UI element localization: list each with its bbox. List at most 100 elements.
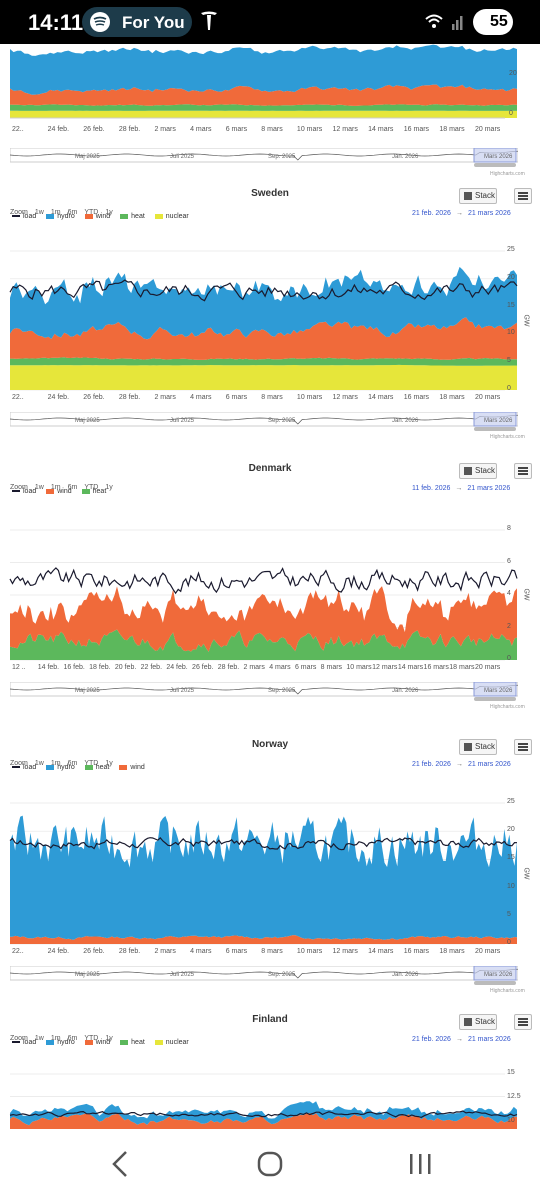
stack-label: Stack [475, 466, 496, 475]
legend-item-hydro[interactable]: hydro [46, 213, 75, 220]
zoom-option-1y[interactable]: 1y [105, 484, 113, 491]
x-tick-label: 14 mars [368, 948, 394, 955]
zoom-option-ytd[interactable]: YTD [84, 484, 99, 491]
legend-item-wind[interactable]: wind [119, 764, 145, 771]
legend-label: hydro [57, 1039, 75, 1046]
x-tick-label: 8 mars [261, 394, 283, 401]
zoom-option-1m[interactable]: 1m [50, 209, 61, 216]
legend-item-heat[interactable]: heat [120, 213, 145, 220]
x-tick-label: 28 feb. [118, 948, 141, 955]
zoom-option-1w[interactable]: 1w [34, 209, 44, 216]
finland-chart: Finland Stack Zoom 1w 1m 6m YTD 1y load hydro wind… [0, 1011, 540, 1129]
hamburger-line [518, 470, 528, 472]
zoom-option-ytd[interactable]: YTD [84, 209, 99, 216]
stack-toggle-button[interactable]: Stack [459, 739, 497, 755]
zoom-label: Zoom [10, 760, 28, 767]
denmark-navigator[interactable]: Maj 2025 Juli 2025 Sep. 2025 Jan. 2026 Mars … [9, 681, 519, 702]
zoom-option-1w[interactable]: 1w [34, 760, 44, 767]
y-tick-label: 6 [507, 557, 511, 565]
stack-toggle-button[interactable]: Stack [459, 1014, 497, 1030]
x-tick-label: 6 mars [225, 394, 248, 401]
navigator-track[interactable] [9, 411, 519, 432]
navigator-label: Jan. 2026 [392, 972, 419, 978]
zoom-option-6m[interactable]: 6m [67, 760, 78, 767]
legend-item-load[interactable]: load [12, 213, 36, 220]
norway-navigator[interactable]: Maj 2025 Juli 2025 Sep. 2025 Jan. 2026 Mars … [9, 965, 519, 986]
load-line [9, 567, 518, 595]
zoom-selector: Zoom 1w 1m 6m YTD 1y [10, 484, 120, 491]
navigator-label: Mars 2026 [484, 418, 513, 424]
y-tick-label: 10 [507, 329, 515, 337]
y-axis-unit: GW [522, 313, 530, 327]
legend-item-hydro[interactable]: hydro [46, 1039, 75, 1046]
legend-item-hydro[interactable]: hydro [46, 764, 75, 771]
navigator-track[interactable] [9, 681, 519, 702]
media-pill[interactable]: For You [82, 7, 192, 37]
legend-item-heat[interactable]: heat [81, 488, 106, 495]
legend-item-wind[interactable]: wind [84, 1039, 110, 1046]
zoom-option-1m[interactable]: 1m [50, 760, 61, 767]
navigator-label: Maj 2025 [75, 418, 100, 424]
legend-item-load[interactable]: load [12, 1039, 36, 1046]
legend-item-wind[interactable]: wind [46, 488, 72, 495]
chart-menu-button[interactable] [514, 463, 532, 479]
legend-item-nuclear[interactable]: nuclear [154, 1039, 189, 1046]
legend-item-wind[interactable]: wind [84, 213, 110, 220]
zoom-option-1w[interactable]: 1w [34, 1035, 44, 1042]
zoom-option-6m[interactable]: 6m [67, 209, 78, 216]
top-chart-navigator[interactable]: Maj 2025 Juli 2025 Sep. 2025 Jan. 2026 Mars … [9, 147, 519, 168]
home-icon[interactable] [256, 1150, 284, 1178]
stack-toggle-button[interactable]: Stack [459, 463, 497, 479]
zoom-option-6m[interactable]: 6m [67, 1035, 78, 1042]
sweden-navigator[interactable]: Maj 2025 Juli 2025 Sep. 2025 Jan. 2026 Mars … [9, 411, 519, 432]
legend-swatch [119, 764, 128, 770]
legend-swatch [81, 488, 90, 494]
zoom-option-1m[interactable]: 1m [50, 1035, 61, 1042]
chart-legend: load hydro wind heat nuclear [12, 213, 199, 220]
x-tick-label: 18 mars [439, 948, 465, 955]
denmark-chart: Denmark Stack Zoom 1w 1m 6m YTD 1y load wind heat 1… [0, 460, 540, 735]
y-tick-label: 10 [507, 882, 515, 890]
zoom-option-ytd[interactable]: YTD [84, 760, 99, 767]
x-tick-label: 22 feb. [140, 664, 163, 671]
date-range: 11 feb. 2026 → 21 mars 2026 [412, 485, 510, 492]
legend-item-nuclear[interactable]: nuclear [154, 213, 189, 220]
zoom-option-ytd[interactable]: YTD [84, 1035, 99, 1042]
legend-item-load[interactable]: load [12, 764, 36, 771]
stack-toggle-button[interactable]: Stack [459, 188, 497, 204]
legend-label: hydro [57, 764, 75, 771]
highcharts-credits: Highcharts.com [490, 988, 525, 994]
chart-menu-button[interactable] [514, 739, 532, 755]
chart-menu-button[interactable] [514, 188, 532, 204]
navigator-label: Jan. 2026 [392, 154, 419, 160]
zoom-option-1y[interactable]: 1y [105, 760, 113, 767]
zoom-option-1y[interactable]: 1y [105, 1035, 113, 1042]
x-tick-label: 4 mars [190, 126, 212, 133]
heat-area [10, 357, 517, 366]
x-tick-label: 22.. [12, 948, 24, 955]
zoom-option-6m[interactable]: 6m [67, 484, 78, 491]
x-tick-label: 16 feb. [63, 664, 85, 671]
wind-area [10, 1113, 517, 1129]
zoom-option-1m[interactable]: 1m [50, 484, 61, 491]
date-from: 11 feb. 2026 [412, 485, 451, 492]
chart-title: Sweden [251, 188, 289, 199]
zoom-option-1w[interactable]: 1w [34, 484, 44, 491]
zoom-option-1y[interactable]: 1y [105, 209, 113, 216]
recents-icon[interactable] [408, 1152, 434, 1176]
legend-item-heat[interactable]: heat [84, 764, 109, 771]
legend-item-load[interactable]: load [12, 488, 36, 495]
navigator-track[interactable] [9, 147, 519, 168]
y-tick-label: 15 [507, 854, 515, 862]
x-tick-label: 12 mars [332, 394, 358, 401]
back-icon[interactable] [108, 1150, 132, 1178]
stack-checkbox-icon [464, 1018, 472, 1026]
x-tick-label: 16 mars [403, 126, 430, 133]
chart-menu-button[interactable] [514, 1014, 532, 1030]
nuclear-area [10, 110, 517, 118]
navigator-label: Juli 2025 [170, 972, 195, 978]
load-line [9, 1110, 518, 1119]
legend-label: hydro [57, 213, 75, 220]
legend-item-heat[interactable]: heat [120, 1039, 145, 1046]
clock: 14:11 [28, 10, 84, 35]
